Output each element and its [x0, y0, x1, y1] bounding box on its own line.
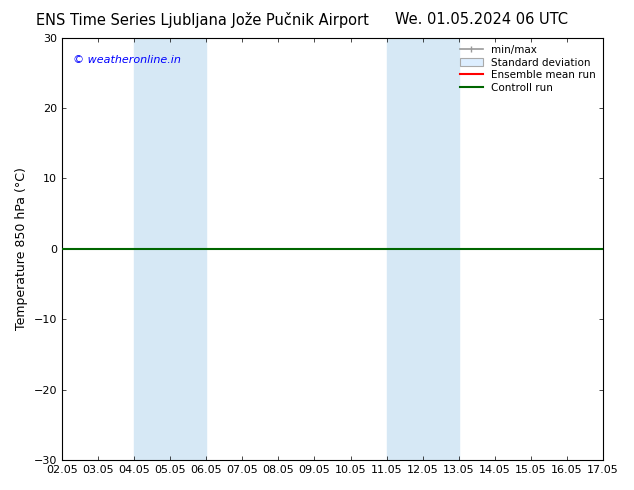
Bar: [387, 38, 459, 460]
Text: ENS Time Series Ljubljana Jože Pučnik Airport: ENS Time Series Ljubljana Jože Pučnik Ai…: [36, 12, 370, 28]
Text: We. 01.05.2024 06 UTC: We. 01.05.2024 06 UTC: [396, 12, 568, 27]
Bar: [134, 38, 206, 460]
Text: © weatheronline.in: © weatheronline.in: [73, 54, 181, 65]
Legend: min/max, Standard deviation, Ensemble mean run, Controll run: min/max, Standard deviation, Ensemble me…: [458, 43, 598, 95]
Y-axis label: Temperature 850 hPa (°C): Temperature 850 hPa (°C): [15, 168, 28, 330]
